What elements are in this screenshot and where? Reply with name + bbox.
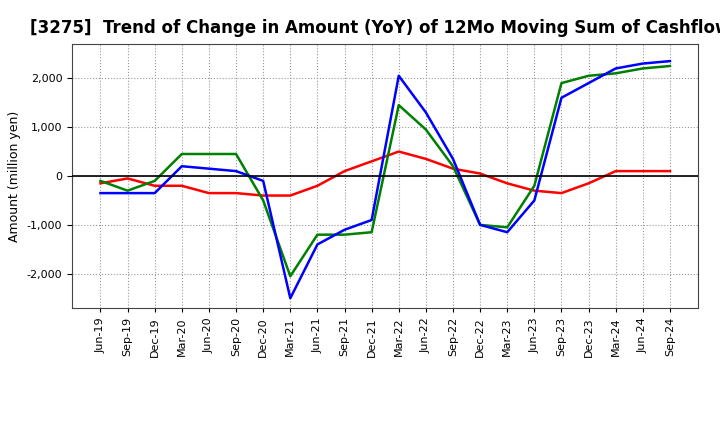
Operating Cashflow bbox=[665, 169, 674, 174]
Investing Cashflow bbox=[367, 230, 376, 235]
Free Cashflow bbox=[204, 166, 213, 171]
Investing Cashflow bbox=[639, 66, 647, 71]
Free Cashflow bbox=[665, 59, 674, 64]
Operating Cashflow bbox=[476, 171, 485, 176]
Free Cashflow bbox=[232, 169, 240, 174]
Free Cashflow bbox=[395, 73, 403, 78]
Investing Cashflow bbox=[557, 81, 566, 86]
Investing Cashflow bbox=[503, 225, 511, 230]
Free Cashflow bbox=[584, 81, 593, 86]
Investing Cashflow bbox=[204, 151, 213, 157]
Free Cashflow bbox=[449, 156, 457, 161]
Investing Cashflow bbox=[530, 183, 539, 188]
Free Cashflow bbox=[476, 222, 485, 227]
Operating Cashflow bbox=[530, 188, 539, 193]
Operating Cashflow bbox=[313, 183, 322, 188]
Free Cashflow bbox=[421, 110, 430, 115]
Free Cashflow bbox=[313, 242, 322, 247]
Investing Cashflow bbox=[584, 73, 593, 78]
Investing Cashflow bbox=[123, 188, 132, 193]
Investing Cashflow bbox=[96, 178, 105, 183]
Free Cashflow bbox=[259, 178, 268, 183]
Free Cashflow bbox=[503, 230, 511, 235]
Free Cashflow bbox=[286, 296, 294, 301]
Operating Cashflow bbox=[232, 191, 240, 196]
Investing Cashflow bbox=[178, 151, 186, 157]
Investing Cashflow bbox=[421, 127, 430, 132]
Free Cashflow bbox=[639, 61, 647, 66]
Investing Cashflow bbox=[449, 164, 457, 169]
Investing Cashflow bbox=[286, 274, 294, 279]
Free Cashflow bbox=[150, 191, 159, 196]
Operating Cashflow bbox=[367, 159, 376, 164]
Operating Cashflow bbox=[96, 181, 105, 186]
Operating Cashflow bbox=[204, 191, 213, 196]
Free Cashflow bbox=[123, 191, 132, 196]
Investing Cashflow bbox=[611, 71, 620, 76]
Operating Cashflow bbox=[449, 166, 457, 171]
Operating Cashflow bbox=[178, 183, 186, 188]
Free Cashflow bbox=[341, 227, 349, 232]
Investing Cashflow bbox=[259, 198, 268, 203]
Y-axis label: Amount (million yen): Amount (million yen) bbox=[8, 110, 21, 242]
Operating Cashflow bbox=[611, 169, 620, 174]
Operating Cashflow bbox=[123, 176, 132, 181]
Investing Cashflow bbox=[341, 232, 349, 237]
Title: [3275]  Trend of Change in Amount (YoY) of 12Mo Moving Sum of Cashflows: [3275] Trend of Change in Amount (YoY) o… bbox=[30, 19, 720, 37]
Operating Cashflow bbox=[395, 149, 403, 154]
Operating Cashflow bbox=[341, 169, 349, 174]
Investing Cashflow bbox=[232, 151, 240, 157]
Line: Free Cashflow: Free Cashflow bbox=[101, 61, 670, 298]
Free Cashflow bbox=[178, 164, 186, 169]
Operating Cashflow bbox=[639, 169, 647, 174]
Line: Operating Cashflow: Operating Cashflow bbox=[101, 151, 670, 195]
Investing Cashflow bbox=[150, 178, 159, 183]
Free Cashflow bbox=[367, 217, 376, 223]
Operating Cashflow bbox=[259, 193, 268, 198]
Operating Cashflow bbox=[286, 193, 294, 198]
Operating Cashflow bbox=[421, 156, 430, 161]
Operating Cashflow bbox=[584, 181, 593, 186]
Investing Cashflow bbox=[395, 103, 403, 108]
Operating Cashflow bbox=[557, 191, 566, 196]
Operating Cashflow bbox=[150, 183, 159, 188]
Free Cashflow bbox=[611, 66, 620, 71]
Free Cashflow bbox=[96, 191, 105, 196]
Investing Cashflow bbox=[476, 222, 485, 227]
Free Cashflow bbox=[557, 95, 566, 100]
Operating Cashflow bbox=[503, 181, 511, 186]
Free Cashflow bbox=[530, 198, 539, 203]
Investing Cashflow bbox=[313, 232, 322, 237]
Investing Cashflow bbox=[665, 63, 674, 69]
Line: Investing Cashflow: Investing Cashflow bbox=[101, 66, 670, 276]
